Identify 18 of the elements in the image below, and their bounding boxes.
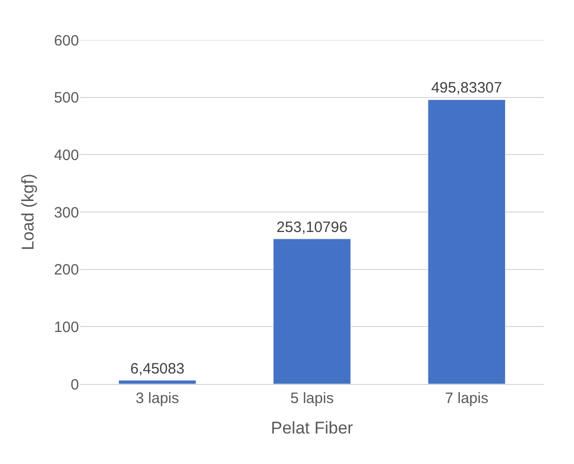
bar [428,99,506,384]
y-tick-label: 300 [54,204,79,222]
bar [118,380,196,384]
x-tick-label: 3 lapis [136,390,180,407]
y-tick-label: 200 [54,262,79,279]
x-tick-label: 7 lapis [444,390,488,407]
y-axis-title: Load (kgf) [18,174,38,250]
data-label: 253,10796 [276,218,348,236]
bar [273,238,351,384]
data-label: 495,83307 [431,80,502,97]
y-tick-label: 400 [54,146,79,164]
y-tick-label: 600 [54,32,79,50]
x-tick-label: 5 lapis [290,390,334,407]
y-tick-label: 500 [54,90,79,107]
data-label: 6,45083 [130,360,184,378]
x-axis-title: Pelat Fiber [270,418,354,438]
y-tick-label: 100 [54,318,79,336]
y-tick-label: 0 [70,376,79,394]
